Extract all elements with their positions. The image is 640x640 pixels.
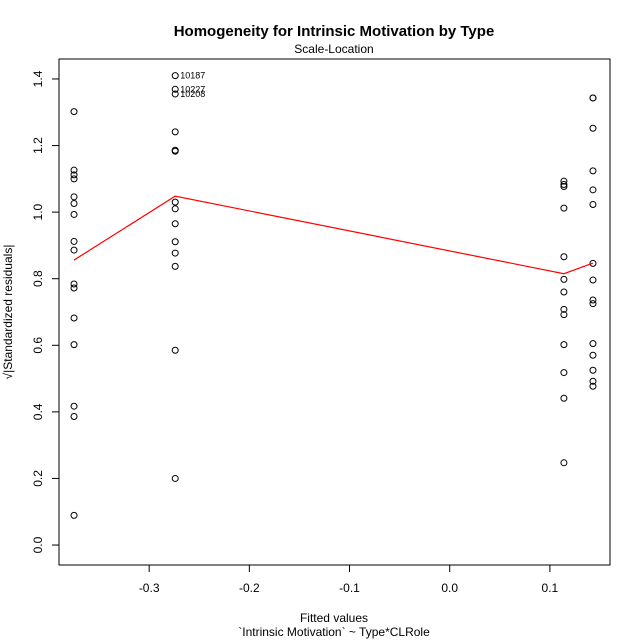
x-axis-sublabel: `Intrinsic Motivation` ~ Type*CLRole — [238, 625, 430, 639]
data-point — [560, 182, 568, 190]
data-point — [589, 296, 597, 304]
data-point — [589, 300, 597, 308]
x-tick-label: -0.2 — [239, 581, 260, 595]
data-point — [70, 166, 78, 174]
data-point — [70, 171, 78, 179]
chart-title: Homogeneity for Intrinsic Motivation by … — [174, 23, 495, 40]
data-point — [560, 459, 568, 467]
y-tick-label: 0.2 — [31, 470, 45, 487]
data-point — [589, 382, 597, 390]
data-point — [560, 311, 568, 319]
data-point — [171, 147, 179, 155]
data-point — [589, 276, 597, 284]
data-point — [589, 351, 597, 359]
data-point — [171, 72, 179, 80]
data-point — [589, 124, 597, 132]
data-point — [70, 341, 78, 349]
data-point — [589, 259, 597, 267]
y-axis-label: √|Standardized residuals| — [1, 245, 15, 380]
data-point — [171, 90, 179, 98]
y-tick-label: 0.6 — [31, 337, 45, 354]
data-point — [560, 369, 568, 377]
data-point — [70, 413, 78, 421]
data-point — [560, 253, 568, 261]
chart-subtitle: Scale-Location — [294, 42, 373, 56]
data-point — [560, 181, 568, 189]
data-point — [171, 346, 179, 354]
data-point — [589, 366, 597, 374]
data-point — [560, 275, 568, 283]
y-tick-label: 1.4 — [31, 70, 45, 87]
data-point — [171, 262, 179, 270]
x-axis-label: Fitted values — [300, 611, 368, 625]
data-point — [171, 474, 179, 482]
x-axis: -0.3 -0.2 -0.1 0.0 0.1 — [139, 564, 559, 595]
data-point — [171, 198, 179, 206]
point-label: 10187 — [180, 71, 205, 81]
y-tick-label: 0.0 — [31, 536, 45, 553]
data-point — [70, 511, 78, 519]
point-label: 10208 — [180, 89, 205, 99]
data-point — [70, 280, 78, 288]
data-point — [560, 394, 568, 402]
data-point — [589, 94, 597, 102]
data-point — [589, 167, 597, 175]
data-point — [171, 220, 179, 228]
data-point — [171, 85, 179, 93]
data-point — [560, 288, 568, 296]
data-point — [70, 108, 78, 116]
data-point — [589, 200, 597, 208]
point-label: 10227 — [180, 84, 205, 94]
data-point — [70, 210, 78, 218]
data-point — [560, 177, 568, 185]
data-point — [589, 377, 597, 385]
smooth-line-group — [73, 195, 594, 275]
data-point — [171, 238, 179, 246]
data-point — [171, 249, 179, 257]
y-tick-label: 1.0 — [31, 203, 45, 220]
x-tick-label: 0.1 — [542, 581, 559, 595]
data-point — [560, 204, 568, 212]
smooth-line — [73, 195, 594, 275]
x-tick-label: -0.1 — [339, 581, 360, 595]
x-tick-label: -0.3 — [139, 581, 160, 595]
data-point — [560, 341, 568, 349]
data-point — [560, 305, 568, 313]
x-tick-label: 0.0 — [441, 581, 458, 595]
data-point — [171, 205, 179, 213]
data-point — [70, 193, 78, 201]
y-tick-label: 1.2 — [31, 137, 45, 154]
data-point — [70, 237, 78, 245]
y-tick-label: 0.4 — [31, 403, 45, 420]
data-point — [171, 128, 179, 136]
data-point — [589, 186, 597, 194]
data-points — [70, 72, 597, 519]
data-point — [70, 199, 78, 207]
data-point — [589, 340, 597, 348]
data-point — [70, 175, 78, 183]
data-point — [70, 402, 78, 410]
y-axis: 0.0 0.2 0.4 0.6 0.8 1.0 1.2 1.4 — [31, 70, 60, 553]
data-point — [70, 246, 78, 254]
y-tick-label: 0.8 — [31, 270, 45, 287]
plot-frame — [58, 58, 611, 566]
data-point — [70, 284, 78, 292]
data-point — [70, 314, 78, 322]
